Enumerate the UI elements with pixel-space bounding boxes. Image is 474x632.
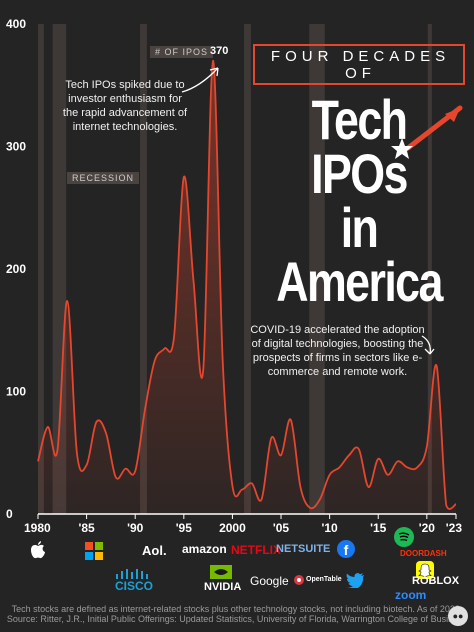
arrow-star-icon xyxy=(391,105,463,159)
dotcom-arrow-icon xyxy=(181,67,219,93)
chart-title: FOUR DECADES OF Tech IPOs in America xyxy=(253,44,465,313)
spotify-icon xyxy=(394,527,414,547)
x-tick-label: '23 xyxy=(446,521,463,535)
twitter-icon xyxy=(346,573,364,588)
svg-text:f: f xyxy=(344,542,349,558)
peak-value-label: 370 xyxy=(210,45,229,57)
facebook-icon: f xyxy=(337,540,355,558)
x-tick-label: 1980 xyxy=(24,521,51,535)
nvidia-icon xyxy=(210,565,232,579)
covid-arrow-icon xyxy=(421,335,435,355)
ipos-legend-tag: # OF IPOS xyxy=(150,46,214,58)
footer-source: Source: Ritter, J.R., Initial Public Off… xyxy=(6,614,468,624)
google-logo: Google xyxy=(250,574,289,588)
title-line-1: Tech IPOs xyxy=(311,88,408,205)
recession-band xyxy=(38,24,44,514)
amazon-logo: amazon xyxy=(182,542,227,556)
zoom-logo: zoom xyxy=(395,588,427,602)
netflix-logo: NETFLIX xyxy=(231,543,281,557)
x-tick-label: '05 xyxy=(273,521,290,535)
y-tick-label: 100 xyxy=(6,385,26,399)
x-tick-label: '15 xyxy=(370,521,387,535)
x-tick-label: '95 xyxy=(176,521,193,535)
snapchat-icon xyxy=(416,561,434,579)
roblox-logo: ROBLOX xyxy=(412,575,460,587)
recession-band xyxy=(140,24,147,514)
microsoft-icon xyxy=(85,542,103,560)
doordash-logo: DOORDASH xyxy=(400,549,447,558)
title-line-2: in America xyxy=(276,196,443,313)
y-tick-label: 400 xyxy=(6,17,26,31)
x-tick-label: '85 xyxy=(79,521,96,535)
y-tick-label: 200 xyxy=(6,262,26,276)
y-tick-label: 300 xyxy=(6,140,26,154)
x-tick-label: '20 xyxy=(419,521,436,535)
cisco-logo: CISCO xyxy=(115,579,154,593)
company-logos: Aol. amazon NETFLIX NETSUITE f DOORDASH … xyxy=(0,527,474,605)
series-line xyxy=(37,59,457,510)
x-tick-label: '90 xyxy=(127,521,144,535)
ipo-chart: 0 100 200 300 400 1980 '85 '90 '95 2000 '05 '10 '15… xyxy=(6,17,463,535)
x-tick-label: '10 xyxy=(322,521,339,535)
dotcom-annotation: Tech IPOs spiked due to investor enthusi… xyxy=(62,79,188,133)
covid-annotation: COVID-19 accelerated the adoption of dig… xyxy=(250,324,425,378)
apple-icon xyxy=(31,541,45,559)
footer-definition: Tech stocks are defined as internet-rela… xyxy=(11,604,463,614)
recession-legend-tag: RECESSION xyxy=(67,172,140,184)
y-tick-label: 0 xyxy=(6,507,13,521)
aol-logo: Aol. xyxy=(142,543,167,558)
cisco-bars-icon xyxy=(116,569,148,579)
footer: Tech stocks are defined as internet-rela… xyxy=(0,604,474,624)
recession-band xyxy=(309,24,325,514)
visual-capitalist-logo-icon: ●● xyxy=(448,606,468,626)
opentable-icon xyxy=(294,575,304,585)
nvidia-logo: NVIDIA xyxy=(204,581,242,593)
recession-band xyxy=(427,24,432,514)
title-top: FOUR DECADES OF xyxy=(253,44,465,85)
x-tick-label: 2000 xyxy=(219,521,246,535)
chart-area: 0 100 200 300 400 1980 '85 '90 '95 2000 '05 '10 '15… xyxy=(6,17,463,535)
recession-band xyxy=(244,24,251,514)
opentable-logo: OpenTable xyxy=(306,576,342,583)
netsuite-logo: NETSUITE xyxy=(276,543,331,555)
